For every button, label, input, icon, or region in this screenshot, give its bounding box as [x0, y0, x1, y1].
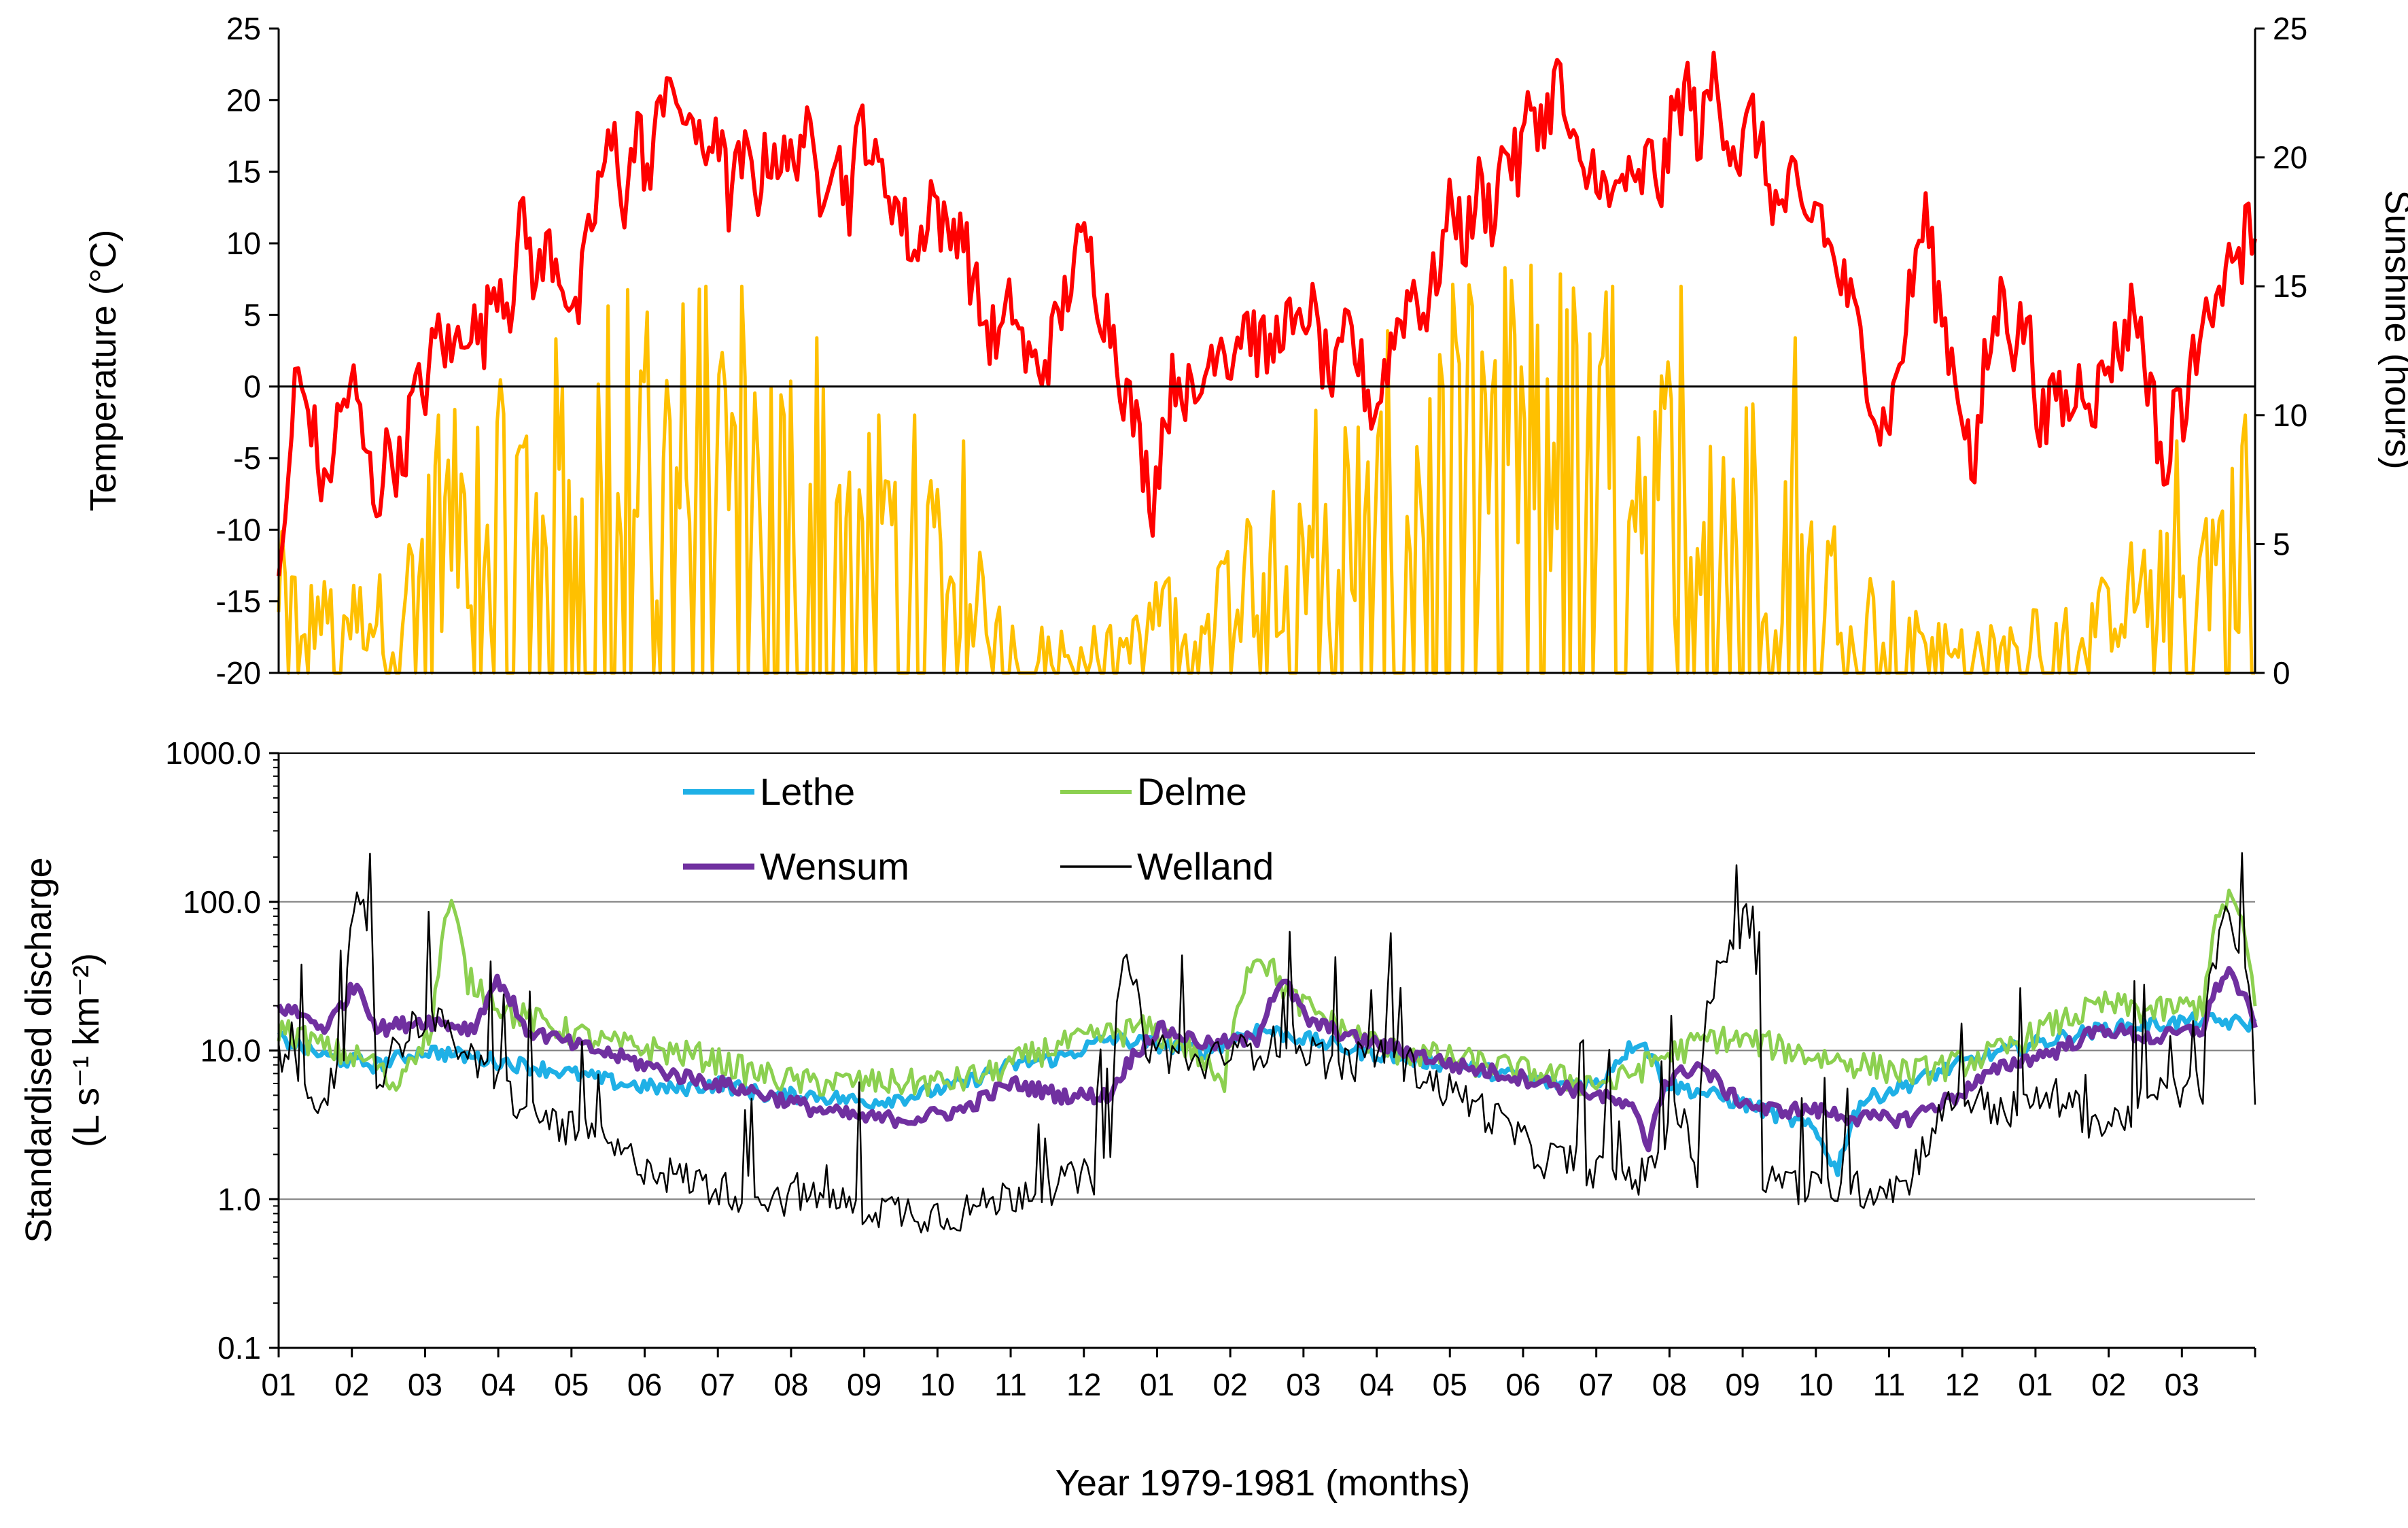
bottom-x-tick-label: 06: [1505, 1367, 1540, 1402]
legend: Lethe Delme Wensum Welland: [683, 770, 1274, 888]
bottom-y-tick-label: 0.1: [217, 1330, 261, 1366]
bottom-x-tick-label: 07: [701, 1367, 735, 1402]
top-left-ticks: 25 20 15 10 5 0 -5 -10 -15 -20: [216, 11, 279, 691]
bottom-x-tick-label: 03: [2165, 1367, 2199, 1402]
legend-label-welland: Welland: [1137, 845, 1274, 888]
sunshine-series-line: [277, 263, 2255, 675]
bottom-x-tick-label: 04: [481, 1367, 516, 1402]
bottom-y-tick-label: 100.0: [183, 884, 261, 920]
bottom-x-tick-label: 02: [1213, 1367, 1248, 1402]
bottom-x-tick-label: 08: [773, 1367, 808, 1402]
legend-label-delme: Delme: [1137, 770, 1247, 813]
bottom-x-tick-label: 05: [1433, 1367, 1467, 1402]
bottom-y-tick-label: 1.0: [217, 1181, 261, 1217]
bottom-x-tick-label: 10: [1798, 1367, 1833, 1402]
top-left-tick-label: 25: [226, 11, 261, 46]
top-right-tick-label: 15: [2273, 268, 2307, 304]
top-left-axis-title: Temperature (°C): [83, 230, 124, 512]
top-left-tick-label: -15: [216, 584, 261, 619]
legend-label-wensum: Wensum: [760, 845, 909, 888]
bottom-x-ticks: 01 02 03 04 05 06 07 08 09 10 11 12 01 02 03 04 05 06 07 08…: [261, 1348, 2256, 1402]
bottom-x-tick-label: 02: [334, 1367, 369, 1402]
bottom-y-tick-label: 1000.0: [165, 735, 261, 771]
bottom-x-tick-label: 06: [627, 1367, 662, 1402]
top-left-tick-label: -20: [216, 655, 261, 691]
bottom-chart-panel: 1000.0 100.0 10.0 1.0 0.1 01 02 03 04 05 06 07 08 09…: [18, 735, 2258, 1504]
wensum-series-line: [276, 966, 2258, 1153]
bottom-y-axis-title-line1: Standardised discharge: [18, 857, 59, 1243]
top-left-tick-label: -10: [216, 512, 261, 547]
bottom-y-ticks: 1000.0 100.0 10.0 1.0 0.1: [165, 735, 279, 1366]
top-right-tick-label: 5: [2273, 526, 2290, 561]
bottom-x-tick-label: 01: [1140, 1367, 1174, 1402]
bottom-x-tick-label: 12: [1066, 1367, 1101, 1402]
top-left-tick-label: 0: [243, 369, 261, 404]
bottom-x-tick-label: 04: [1359, 1367, 1394, 1402]
top-left-tick-label: 20: [226, 82, 261, 118]
bottom-x-tick-label: 02: [2091, 1367, 2126, 1402]
top-right-tick-label: 25: [2273, 11, 2307, 46]
bottom-y-tick-label: 10.0: [200, 1033, 261, 1069]
bottom-x-tick-label: 09: [847, 1367, 882, 1402]
bottom-x-tick-label: 03: [408, 1367, 442, 1402]
top-left-tick-label: 5: [243, 297, 261, 332]
bottom-x-tick-label: 08: [1652, 1367, 1687, 1402]
top-right-tick-label: 10: [2273, 398, 2307, 433]
bottom-y-axis-title-line2: (L s⁻¹ km⁻²): [66, 953, 107, 1147]
temperature-series-line: [277, 50, 2257, 576]
bottom-x-tick-label: 01: [261, 1367, 296, 1402]
top-left-tick-label: -5: [233, 440, 261, 476]
bottom-x-tick-label: 11: [1873, 1367, 1906, 1402]
bottom-x-tick-label: 12: [1945, 1367, 1980, 1402]
top-left-tick-label: 15: [226, 154, 261, 190]
bottom-x-tick-label: 03: [1286, 1367, 1321, 1402]
top-right-tick-label: 20: [2273, 140, 2307, 175]
bottom-x-tick-label: 10: [920, 1367, 955, 1402]
top-series-layer: [277, 50, 2257, 675]
bottom-x-tick-label: 01: [2018, 1367, 2053, 1402]
legend-label-lethe: Lethe: [760, 770, 855, 813]
bottom-x-tick-label: 07: [1579, 1367, 1613, 1402]
top-right-axis-title: Sunshine (hours): [2377, 190, 2408, 469]
top-chart-panel: 25 20 15 10 5 0 -5 -10 -15 -20 25 20 15 10 5 0 Tempera…: [83, 11, 2408, 691]
top-left-tick-label: 10: [226, 226, 261, 261]
welland-series-line: [277, 852, 2256, 1234]
bottom-series-layer: [276, 852, 2258, 1234]
top-right-ticks: 25 20 15 10 5 0: [2255, 11, 2307, 691]
top-right-tick-label: 0: [2273, 655, 2290, 691]
bottom-x-tick-label: 11: [994, 1367, 1027, 1402]
bottom-x-tick-label: 05: [554, 1367, 589, 1402]
x-axis-title: Year 1979-1981 (months): [1055, 1463, 1470, 1504]
bottom-gridlines: [279, 752, 2255, 1200]
bottom-x-tick-label: 09: [1725, 1367, 1760, 1402]
delme-series-line: [277, 888, 2257, 1097]
